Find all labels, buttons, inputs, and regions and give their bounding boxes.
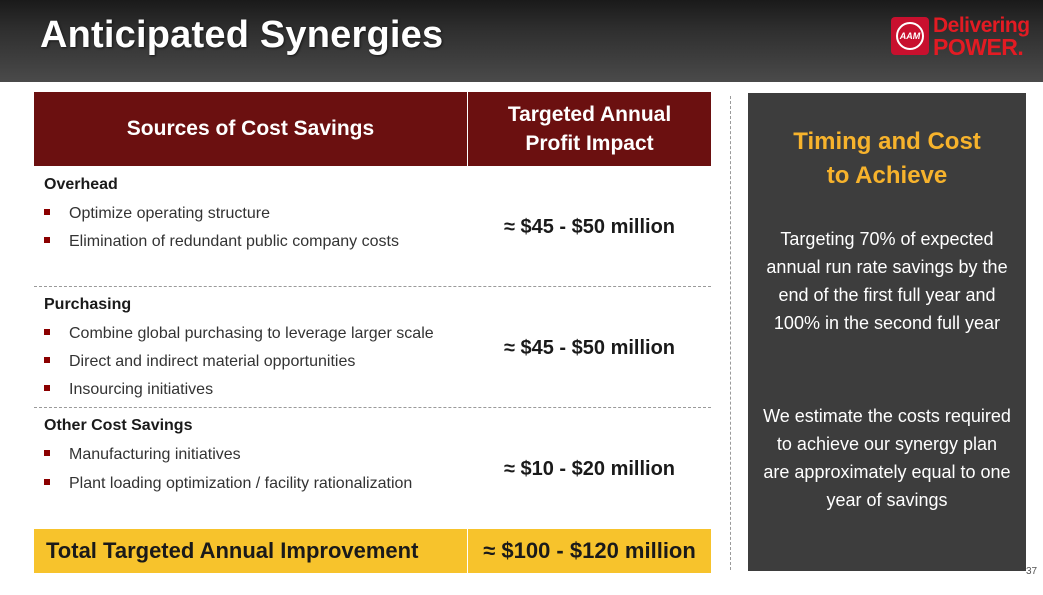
logo-ring-icon: AAM (896, 22, 924, 50)
table-row-overhead: Overhead Optimize operating structure El… (34, 166, 711, 286)
total-value: ≈ $100 - $120 million (483, 538, 696, 563)
bullet-square-icon (44, 384, 50, 391)
logo-text-delivering: Delivering (933, 14, 1030, 37)
logo-text-power: POWER. (933, 34, 1024, 60)
list-item: Manufacturing initiatives (44, 446, 241, 464)
panel-title: Timing and Cost to Achieve (748, 125, 1026, 193)
table-row-purchasing: Purchasing Combine global purchasing to … (34, 286, 711, 406)
list-item: Insourcing initiatives (44, 381, 213, 399)
bullet-text: Manufacturing initiatives (69, 446, 241, 463)
page-number: 37 (1026, 566, 1038, 577)
row-value: ≈ $10 - $20 million (503, 458, 676, 480)
bullet-text: Elimination of redundant public company … (69, 233, 399, 250)
list-item: Optimize operating structure (44, 205, 270, 223)
vertical-divider (730, 96, 731, 570)
bullet-square-icon (44, 208, 50, 215)
header-divider (467, 92, 468, 166)
company-logo: AAM Delivering POWER. (891, 15, 1031, 63)
total-label: Total Targeted Annual Improvement (46, 538, 419, 563)
bullet-text: Insourcing initiatives (69, 381, 214, 398)
bullet-square-icon (44, 236, 50, 243)
panel-paragraph-timing: Targeting 70% of expected annual run rat… (766, 229, 1008, 333)
row-value: ≈ $45 - $50 million (503, 216, 676, 238)
table-header: Sources of Cost Savings Targeted Annual … (34, 92, 711, 166)
header-impact: Targeted Annual Profit Impact (468, 92, 711, 166)
row-title: Purchasing (44, 296, 132, 313)
logo-badge: AAM (891, 17, 929, 55)
bullet-square-icon (44, 478, 50, 485)
row-separator (34, 286, 711, 287)
total-divider (467, 529, 468, 573)
bullet-square-icon (44, 356, 50, 363)
row-separator (34, 407, 711, 408)
slide-header: Anticipated Synergies AAM Delivering POW… (0, 0, 1043, 82)
bullet-text: Direct and indirect material opportuniti… (69, 353, 356, 370)
bullet-text: Optimize operating structure (69, 205, 270, 222)
row-title: Overhead (44, 176, 118, 193)
row-value: ≈ $45 - $50 million (503, 337, 676, 359)
timing-panel: Timing and Cost to Achieve Targeting 70%… (748, 93, 1026, 571)
list-item: Direct and indirect material opportuniti… (44, 353, 355, 371)
list-item: Elimination of redundant public company … (44, 233, 399, 251)
row-title: Other Cost Savings (44, 417, 193, 434)
bullet-square-icon (44, 328, 50, 335)
panel-paragraph-cost: We estimate the costs required to achiev… (763, 406, 1011, 510)
panel-title-text: Timing and Cost to Achieve (793, 128, 981, 189)
list-item: Plant loading optimization / facility ra… (44, 475, 412, 493)
total-row: Total Targeted Annual Improvement ≈ $100… (34, 529, 711, 573)
header-sources: Sources of Cost Savings (126, 117, 375, 140)
table-row-other: Other Cost Savings Manufacturing initiat… (34, 407, 711, 527)
bullet-square-icon (44, 449, 50, 456)
list-item: Combine global purchasing to leverage la… (44, 325, 434, 343)
bullet-text: Plant loading optimization / facility ra… (69, 475, 413, 492)
slide-title: Anticipated Synergies (40, 14, 444, 56)
bullet-text: Combine global purchasing to leverage la… (69, 325, 434, 342)
header-impact-label: Targeted Annual Profit Impact (507, 103, 672, 155)
